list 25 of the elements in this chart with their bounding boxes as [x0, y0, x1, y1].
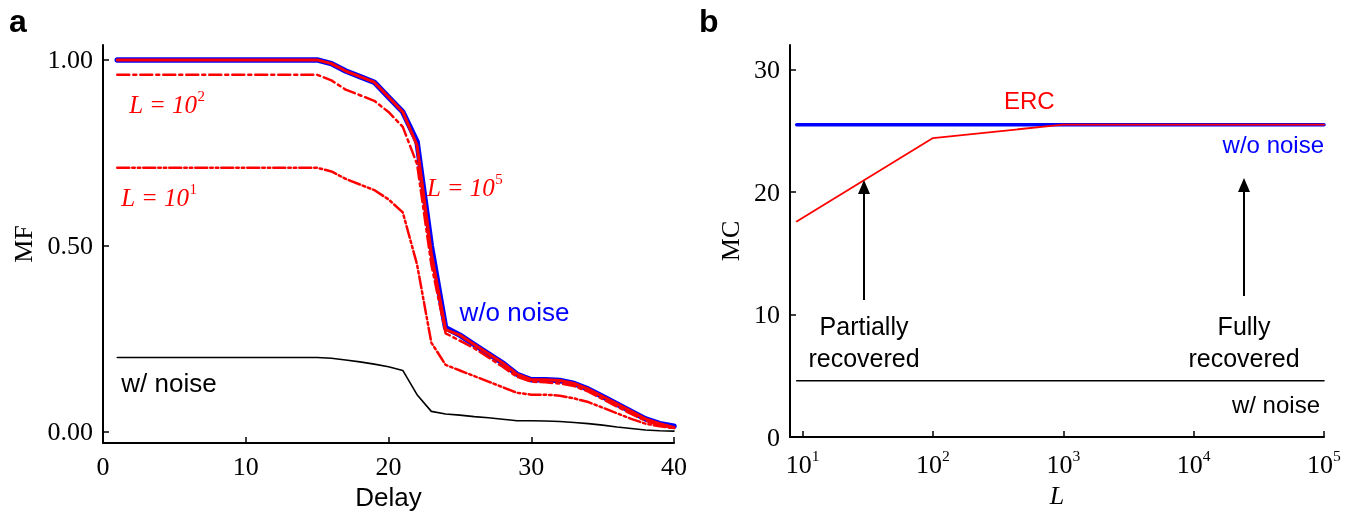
x-tick-label: 30: [518, 451, 545, 481]
x-tick-label: 10: [232, 451, 259, 481]
y-tick-label: 1.00: [47, 45, 93, 75]
annotation: Partially recovered: [808, 312, 920, 372]
series-label: w/o noise: [458, 296, 570, 327]
y-tick-label: 0.00: [47, 417, 93, 447]
x-axis-title: Delay: [355, 481, 422, 512]
series-label: ERC: [1003, 87, 1055, 115]
y-tick-label: 0.50: [47, 231, 93, 261]
x-axis-title: L: [1048, 480, 1065, 510]
series-label: w/ noise: [120, 368, 217, 399]
x-tick-label: 20: [375, 451, 402, 481]
line-series: [116, 356, 675, 432]
y-tick-label: 20: [754, 177, 780, 207]
y-tick-label: 10: [754, 300, 780, 329]
chart-title: a: [9, 3, 27, 39]
y-tick-label: 0: [767, 422, 780, 452]
x-tick-label: 40: [661, 451, 687, 481]
chart-title: b: [699, 3, 719, 39]
y-axis-title: MC: [715, 220, 745, 262]
annotation: Fully recovered: [1188, 312, 1300, 372]
series-label: w/o noise: [1221, 131, 1324, 159]
series-label: w/ noise: [1230, 391, 1320, 419]
y-axis-title: MF: [9, 225, 39, 263]
y-tick-label: 30: [754, 55, 780, 84]
